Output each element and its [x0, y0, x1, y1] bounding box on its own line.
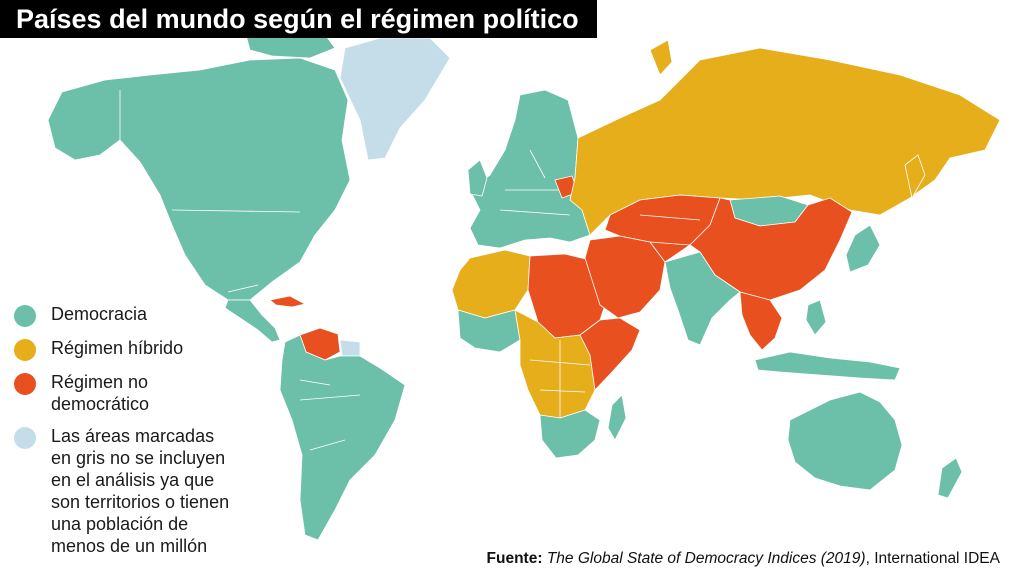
region-cuba[interactable] [269, 295, 306, 308]
legend: Democracia Régimen híbrido Régimen no de… [14, 303, 250, 567]
region-indonesia[interactable] [754, 351, 901, 381]
region-greenland[interactable] [339, 37, 451, 161]
region-north-africa-west[interactable] [451, 249, 531, 319]
region-kamchatka[interactable] [904, 154, 926, 199]
region-central-america[interactable] [224, 299, 281, 343]
legend-label-no-democratico: Régimen no democrático [51, 372, 150, 414]
legend-item-hibrido: Régimen híbrido [14, 337, 250, 361]
legend-swatch-democracia [14, 305, 36, 327]
region-japan[interactable] [845, 224, 881, 273]
legend-swatch-hibrido [14, 339, 36, 361]
region-india[interactable] [664, 251, 741, 346]
source-note: Fuente: The Global State of Democracy In… [487, 550, 1000, 568]
source-label: Fuente: [486, 550, 543, 567]
legend-label-hibrido: Régimen híbrido [51, 338, 184, 358]
region-west-africa[interactable] [457, 309, 521, 353]
source-publisher: , International IDEA [865, 550, 1000, 567]
region-southern-africa[interactable] [539, 409, 601, 459]
legend-item-no-democratico: Régimen no democrático [14, 371, 250, 415]
region-novaya-zemlya[interactable] [649, 39, 673, 76]
source-title: The Global State of Democracy Indices (2… [546, 550, 866, 567]
region-russia[interactable] [569, 47, 1001, 236]
region-china[interactable] [689, 197, 853, 301]
legend-item-excluido: Las áreas marcadas en gris no se incluye… [14, 425, 250, 557]
region-uk[interactable] [467, 159, 488, 197]
region-europe[interactable] [469, 89, 591, 249]
region-east-africa[interactable] [579, 317, 641, 391]
map-title: Países del mundo según el régimen políti… [0, 0, 597, 38]
region-guyanas[interactable] [339, 339, 361, 357]
region-australia[interactable] [787, 391, 903, 491]
region-new-zealand[interactable] [937, 457, 963, 499]
region-north-america[interactable] [47, 57, 351, 301]
region-south-america[interactable] [279, 334, 406, 541]
region-madagascar[interactable] [607, 394, 627, 441]
legend-label-excluido: Las áreas marcadas en gris no se incluye… [51, 426, 230, 556]
legend-swatch-no-democratico [14, 373, 36, 395]
legend-label-democracia: Democracia [51, 304, 148, 324]
region-southeast-asia[interactable] [739, 291, 783, 351]
legend-swatch-excluido [14, 427, 36, 449]
legend-item-democracia: Democracia [14, 303, 250, 327]
region-philippines[interactable] [805, 299, 827, 336]
